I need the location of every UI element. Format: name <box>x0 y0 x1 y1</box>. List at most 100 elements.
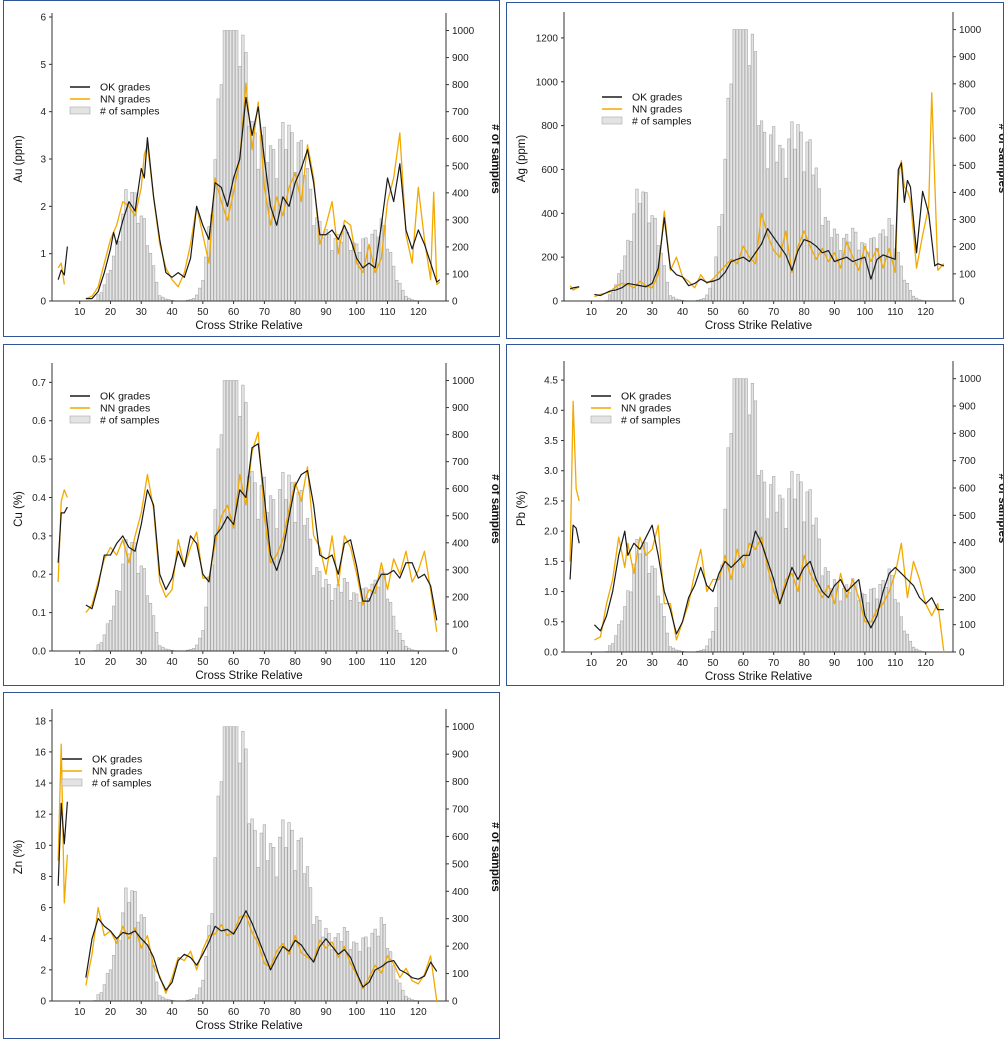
y-tick-label: 4 <box>40 934 46 945</box>
y2-tick-label: 300 <box>452 565 469 576</box>
y2-tick-label: 200 <box>452 592 469 603</box>
sample-count-bar <box>115 939 119 1002</box>
sample-count-bar <box>133 542 137 652</box>
sample-count-bar <box>296 492 300 652</box>
sample-count-bar <box>210 913 214 1002</box>
y2-tick-label: 600 <box>452 134 469 145</box>
sample-count-bar <box>308 188 313 302</box>
sample-count-bar <box>401 640 405 652</box>
sample-count-bar <box>358 951 362 1002</box>
x-tick-label: 60 <box>228 657 240 668</box>
sample-count-bar <box>142 917 146 1002</box>
sample-count-bar <box>762 481 767 653</box>
sample-count-bar <box>259 485 263 652</box>
sample-count-bar <box>238 762 242 1002</box>
sample-count-bar <box>805 141 809 302</box>
sample-count-bar <box>629 591 633 653</box>
sample-count-bar <box>327 234 331 302</box>
y-axis-label: Zn (%) <box>13 840 25 875</box>
sample-count-bar <box>330 600 334 652</box>
sample-count-bar <box>256 867 260 1002</box>
sample-count-bar <box>796 473 800 653</box>
au-chart-panel: 0 1 2 3 4 5 6 0 100 200 300 400 500 600 700 800 900 1000 1… <box>3 0 500 337</box>
y2-tick-label: 1000 <box>959 25 982 36</box>
x-tick-label: 20 <box>105 657 117 668</box>
y2-tick-label: 1000 <box>452 722 475 733</box>
sample-count-bar <box>705 645 709 653</box>
sample-count-bar <box>287 822 291 1002</box>
sample-count-bar <box>392 265 396 302</box>
sample-count-bar <box>778 144 782 302</box>
y2-tick-label: 100 <box>959 269 976 280</box>
sample-count-bar <box>161 296 165 302</box>
sample-count-bar <box>614 635 618 653</box>
sample-count-bar <box>395 979 399 1002</box>
x-tick-label: 30 <box>647 658 659 669</box>
sample-count-bar <box>762 131 767 302</box>
sample-count-bar <box>201 280 205 302</box>
y2-axis-label: # of samples <box>996 124 1003 194</box>
sample-count-bar <box>155 981 159 1002</box>
y2-tick-label: 100 <box>452 269 469 280</box>
y2-tick-label: 300 <box>452 914 469 925</box>
sample-count-bar <box>772 126 776 302</box>
ag-chart-panel: 0 200 400 600 800 1000 1200 0 100 200 300 400 500 600… <box>506 2 1004 339</box>
sample-count-bar <box>729 83 733 302</box>
y2-axis-label: # of samples <box>489 124 499 194</box>
y2-tick-label: 800 <box>452 777 469 788</box>
sample-count-bar <box>787 488 791 653</box>
sample-count-bar <box>838 600 843 653</box>
sample-count-bar <box>145 245 150 302</box>
sample-count-bar <box>308 887 313 1002</box>
sample-count-bar <box>401 290 405 302</box>
sample-count-bar <box>278 139 282 302</box>
sample-count-bar <box>899 616 903 653</box>
sample-count-bar <box>342 228 347 302</box>
sample-count-bar <box>139 565 143 652</box>
y2-tick-label: 700 <box>452 805 469 816</box>
sample-count-bar <box>608 645 612 653</box>
sample-count-bar <box>290 132 294 302</box>
sample-count-bar <box>741 29 745 302</box>
sample-count-bar <box>896 602 900 653</box>
sample-count-bar <box>207 576 211 652</box>
sample-count-bar <box>398 282 402 302</box>
y-tick-label: 0 <box>40 297 46 308</box>
x-tick-label: 100 <box>857 658 874 669</box>
y2-tick-label: 800 <box>959 429 976 440</box>
sample-count-bar <box>253 830 257 1002</box>
sample-count-bar <box>151 964 156 1002</box>
sample-count-bar <box>866 251 870 302</box>
sample-count-bar <box>620 269 624 302</box>
sample-count-bar <box>741 378 745 653</box>
sample-count-bar <box>244 402 248 652</box>
sample-count-bar <box>784 528 788 653</box>
x-tick-label: 80 <box>290 1007 302 1018</box>
sample-count-bar <box>225 726 230 1002</box>
y-tick-label: 0 <box>40 997 46 1008</box>
legend-samples-swatch <box>69 106 91 115</box>
sample-count-bar <box>228 726 233 1002</box>
sample-count-bar <box>878 584 882 653</box>
sample-count-bar <box>121 213 125 302</box>
y-tick-label: 6 <box>40 903 46 914</box>
y2-tick-label: 700 <box>959 456 976 467</box>
sample-count-bar <box>902 630 906 653</box>
sample-count-bar <box>671 647 675 653</box>
sample-count-bar <box>345 931 350 1002</box>
sample-count-bar <box>339 241 343 302</box>
y-tick-label: 1.5 <box>544 557 558 568</box>
sample-count-bar <box>281 472 285 652</box>
x-tick-label: 50 <box>707 658 719 669</box>
sample-count-bar <box>379 568 383 652</box>
y2-axis-label: # of samples <box>996 474 1003 544</box>
sample-count-bar <box>826 571 830 653</box>
sample-count-bar <box>388 252 393 302</box>
sample-count-bar <box>671 296 675 302</box>
sample-count-bar <box>802 521 806 653</box>
sample-count-bar <box>805 491 809 653</box>
y-axis-label: Au (ppm) <box>13 135 25 182</box>
